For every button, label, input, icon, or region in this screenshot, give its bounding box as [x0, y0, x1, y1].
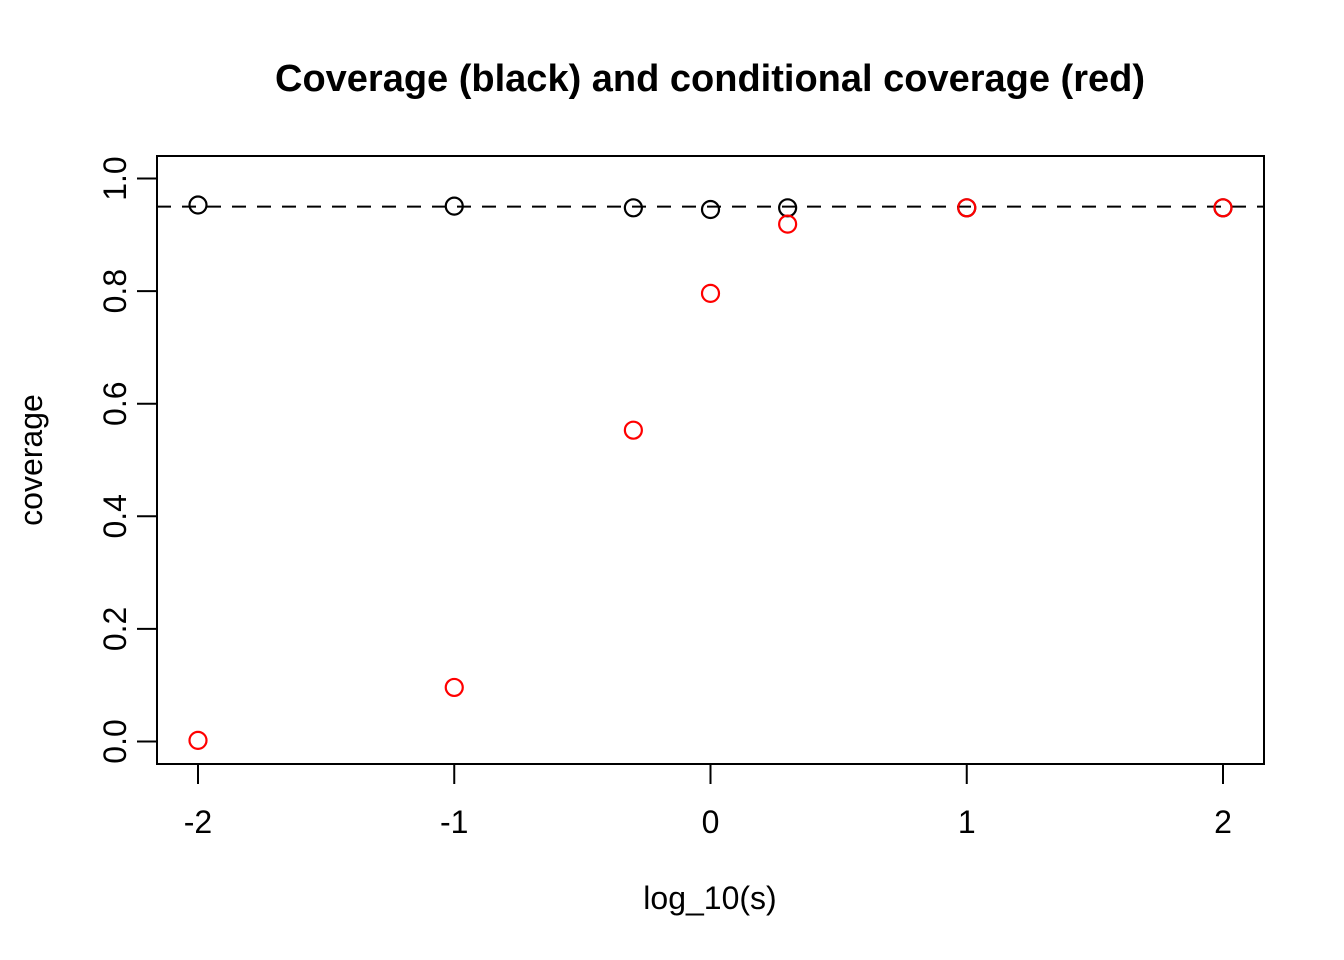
plot-border [156, 155, 1265, 765]
y-tick-label: 0.4 [97, 494, 133, 538]
y-tick-label: 1.0 [97, 156, 133, 200]
data-point [444, 677, 464, 698]
y-axis-label: coverage [13, 394, 49, 526]
x-axis: -2 -1 0 1 2 [184, 764, 1232, 840]
data-point [623, 420, 643, 440]
data-point [623, 198, 643, 218]
data-point [700, 199, 721, 220]
data-point [700, 283, 721, 303]
data-point [188, 730, 208, 750]
series-conditional-coverage [188, 198, 1233, 750]
y-tick-label: 0.6 [97, 381, 133, 425]
data-point [778, 198, 798, 218]
data-point [778, 214, 798, 234]
y-tick-label: 0.2 [97, 607, 133, 651]
x-tick-label: -1 [440, 804, 468, 840]
data-point [957, 198, 977, 218]
x-tick-label: 2 [1214, 804, 1232, 840]
chart-title: Coverage (black) and conditional coverag… [275, 58, 1145, 100]
y-axis: 0.0 0.2 0.4 0.6 0.8 1.0 [97, 156, 157, 764]
x-axis-label: log_10(s) [643, 880, 776, 916]
y-tick-label: 0.0 [97, 719, 133, 763]
data-point [188, 195, 208, 215]
x-tick-label: 0 [702, 804, 720, 840]
x-tick-label: -2 [184, 804, 212, 840]
data-point [444, 196, 464, 216]
y-tick-label: 0.8 [97, 269, 133, 313]
data-points [188, 195, 1233, 750]
data-point [1213, 198, 1233, 218]
x-tick-label: 1 [958, 804, 976, 840]
